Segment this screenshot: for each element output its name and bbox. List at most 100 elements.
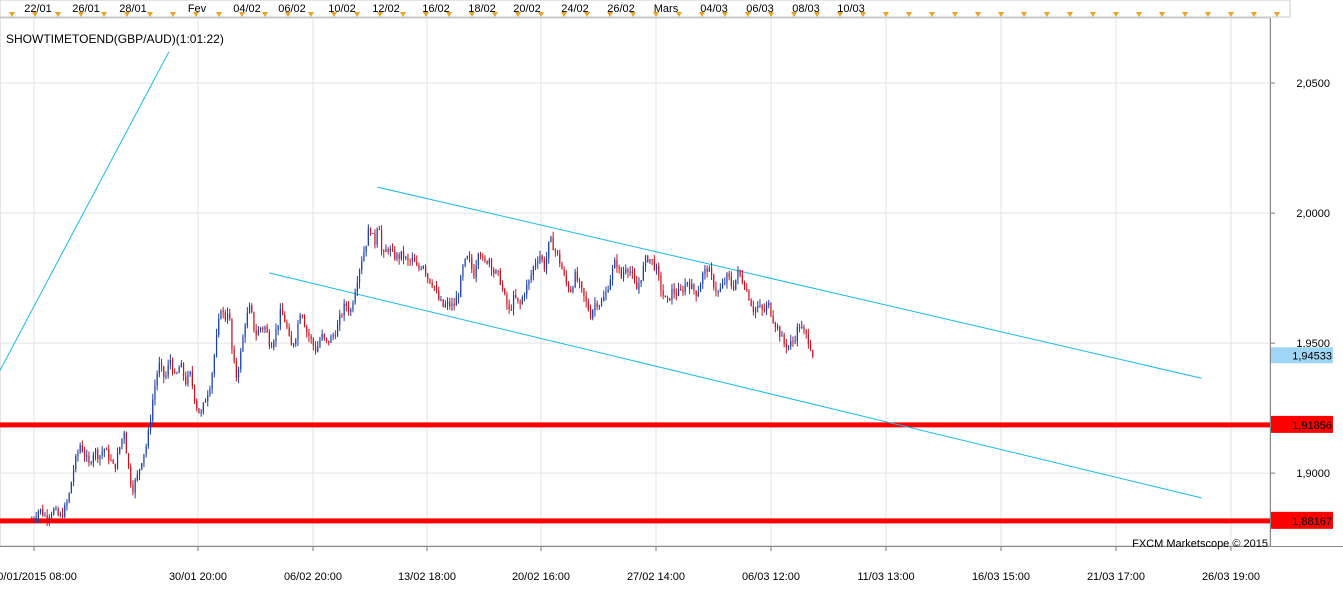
session-marker (147, 12, 153, 17)
candle-body (39, 509, 42, 512)
trendline (269, 272, 1202, 499)
candle-body (235, 361, 237, 378)
candle-body (33, 519, 35, 521)
level-price-label: 1,91856 (1292, 420, 1332, 432)
candle-body (405, 257, 407, 259)
candle-body (105, 449, 108, 451)
candle-body (149, 420, 152, 431)
candle-body (112, 460, 114, 464)
session-marker (331, 12, 337, 17)
candle-body (339, 314, 341, 325)
candle-body (207, 394, 209, 401)
candle-body (116, 452, 119, 469)
session-marker (722, 12, 728, 17)
candles (31, 224, 814, 527)
candle-body (259, 327, 262, 330)
candle-body (94, 449, 97, 455)
candle-body (317, 346, 319, 352)
candle-body (367, 228, 369, 246)
candle-body (416, 261, 418, 266)
candle-body (196, 400, 198, 409)
session-marker (469, 12, 475, 17)
top-scale-bg (0, 0, 1291, 18)
candle-body (475, 265, 477, 278)
candle-body (633, 273, 636, 283)
candle-body (600, 300, 603, 306)
candle-body (471, 257, 473, 269)
candle-body (180, 363, 182, 368)
session-marker (1044, 12, 1050, 17)
candle-body (185, 376, 187, 385)
candle-body (449, 301, 451, 307)
candle-body (174, 372, 176, 374)
candle-body (290, 335, 292, 346)
candle-body (680, 289, 682, 291)
x-tick-label: 11/03 13:00 (857, 571, 914, 583)
candle-body (724, 282, 726, 284)
session-marker (1228, 12, 1234, 17)
candle-body (737, 270, 739, 280)
session-marker (538, 12, 544, 17)
candle-body (130, 466, 132, 486)
candle-body (125, 432, 127, 454)
candle-body (402, 251, 405, 258)
price-axis[interactable]: 2,0500 2,0000 1,9500 1,9000 1,91856 1,88167 1,… (1270, 18, 1333, 546)
candle-body (57, 508, 59, 516)
session-marker (239, 12, 245, 17)
candle-body (323, 334, 325, 338)
y-tick-label: 1,9000 (1296, 468, 1330, 480)
candle-body (501, 284, 504, 289)
candle-body (253, 311, 255, 331)
candle-body (556, 250, 559, 254)
candle-body (559, 253, 561, 264)
candle-body (515, 294, 517, 298)
candle-body (444, 304, 446, 307)
candle-body (629, 271, 631, 273)
candle-body (310, 336, 312, 339)
candle-body (400, 251, 402, 259)
candle-body (119, 447, 121, 453)
session-marker (377, 12, 383, 17)
candle-body (721, 283, 724, 288)
time-axis[interactable]: 20/01/2015 08:00 30/01 20:00 06/02 20:00 13… (0, 546, 1343, 583)
session-marker (285, 12, 291, 17)
candle-body (446, 301, 449, 305)
candle-body (277, 325, 279, 330)
candle-body (226, 313, 229, 320)
candle-body (50, 514, 53, 518)
candle-body (517, 297, 519, 302)
candle-body (625, 269, 627, 273)
candle-body (741, 275, 743, 283)
candle-body (763, 309, 765, 311)
candle-body (352, 303, 354, 310)
candle-body (66, 501, 68, 506)
session-marker (9, 12, 15, 17)
candle-body (158, 362, 160, 374)
candle-body (757, 306, 759, 308)
candle-body (455, 297, 457, 306)
candle-body (609, 279, 611, 290)
candle-body (268, 332, 270, 347)
candle-body (127, 453, 130, 467)
candle-body (484, 257, 486, 262)
candle-body (251, 305, 253, 312)
session-marker (170, 12, 176, 17)
candle-body (774, 322, 776, 328)
candle-body (288, 327, 290, 336)
candle-body (622, 272, 625, 278)
session-marker (193, 12, 199, 17)
candle-body (545, 258, 548, 270)
candle-body (574, 271, 576, 288)
candle-body (735, 279, 737, 290)
candle-body (48, 517, 50, 520)
candle-body (473, 268, 475, 278)
candle-body (178, 367, 180, 373)
candle-body (710, 268, 713, 276)
candle-body (171, 359, 174, 373)
candle-body (682, 289, 684, 293)
candle-body (807, 333, 809, 344)
candle-body (240, 351, 242, 370)
candle-body (242, 336, 244, 352)
grid (0, 17, 1271, 547)
candle-body (642, 265, 644, 280)
